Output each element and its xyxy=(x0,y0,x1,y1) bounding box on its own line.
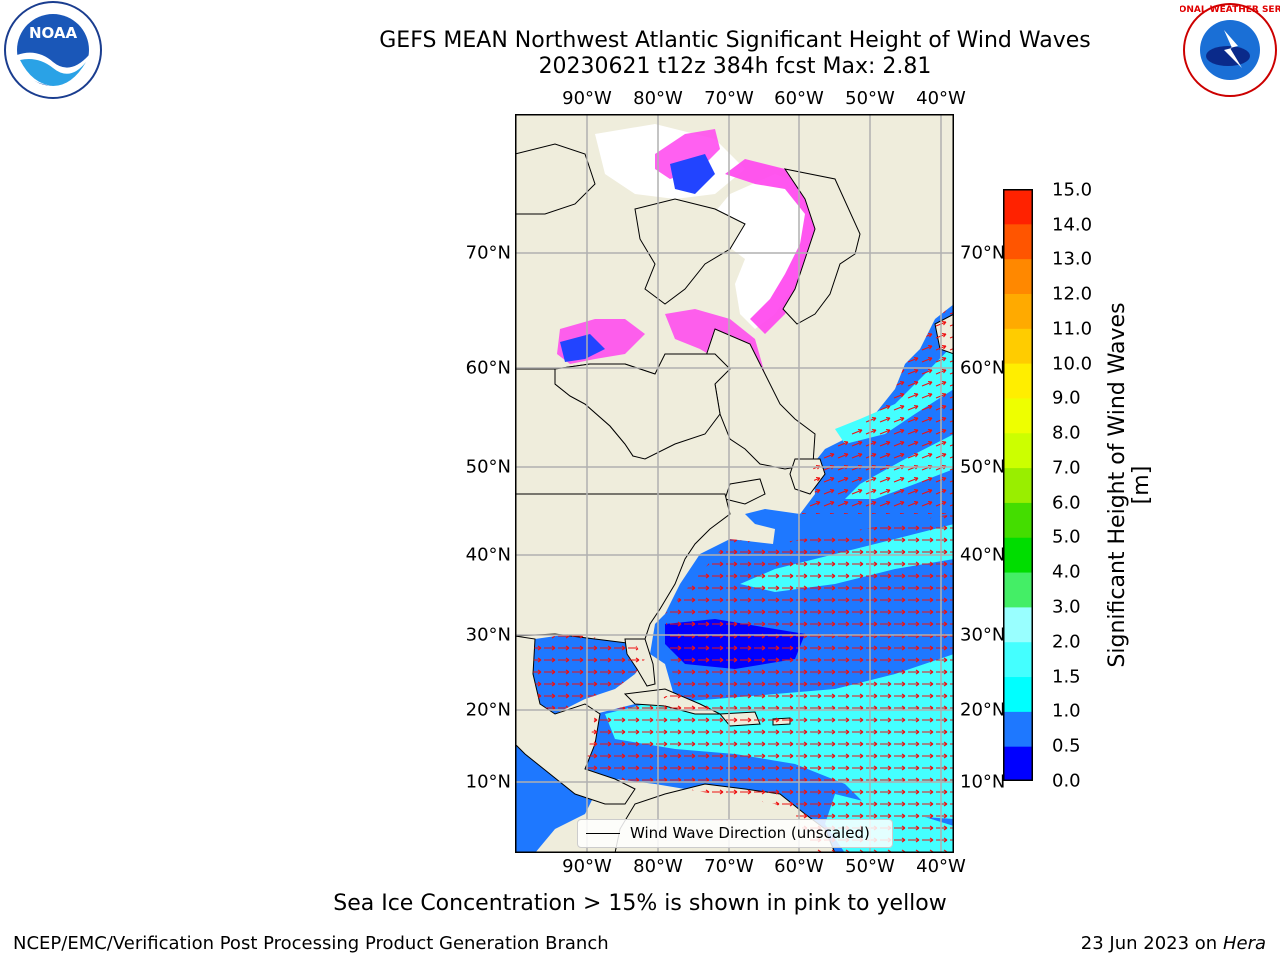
colorbar-tick: 0.0 xyxy=(1052,770,1081,792)
colorbar-segment xyxy=(1003,641,1033,678)
colorbar-tick: 6.0 xyxy=(1052,492,1081,514)
lat-label-left-20n: 20°N xyxy=(465,699,511,721)
lat-label-left-70n: 70°N xyxy=(465,242,511,264)
lon-label-top-70w: 70°W xyxy=(704,88,754,109)
lat-label-right-40n: 40°N xyxy=(960,544,1006,566)
colorbar-tick: 8.0 xyxy=(1052,422,1081,444)
chart-subtitle: 20230621 t12z 384h fcst Max: 2.81 xyxy=(538,54,932,79)
lon-label-top-90w: 90°W xyxy=(562,88,612,109)
colorbar-segment xyxy=(1003,328,1033,364)
baffin-island xyxy=(634,198,746,305)
colorbar-tick: 3.0 xyxy=(1052,596,1081,618)
colorbar-segment xyxy=(1003,746,1033,781)
wind-arrows-caribbean xyxy=(585,694,954,853)
graticule xyxy=(515,114,954,853)
map-frame xyxy=(515,114,954,853)
lon-label-top-40w: 40°W xyxy=(916,88,966,109)
colorbar-segment xyxy=(1003,397,1033,434)
wind-arrows-north xyxy=(800,304,954,514)
colorbar-segment xyxy=(1003,258,1033,294)
pacific-corner xyxy=(515,734,595,853)
map-canvas xyxy=(515,114,954,853)
colorbar-tick: 1.5 xyxy=(1052,666,1081,688)
footer-credit: NCEP/EMC/Verification Post Processing Pr… xyxy=(13,933,609,954)
lat-label-left-10n: 10°N xyxy=(465,771,511,793)
lon-label-top-80w: 80°W xyxy=(633,88,683,109)
footer-machine: Hera xyxy=(1222,933,1266,954)
lat-label-right-50n: 50°N xyxy=(960,456,1006,478)
colorbar-tick: 11.0 xyxy=(1052,318,1093,340)
colorbar-tick: 10.0 xyxy=(1052,353,1093,375)
wind-arrows-gulf xyxy=(533,634,645,714)
sea-ice-blue-core xyxy=(670,154,715,194)
noaa-logo: NOAA xyxy=(4,1,102,99)
lat-label-right-10n: 10°N xyxy=(960,771,1006,793)
cyan-band-north xyxy=(835,344,954,444)
colorbar xyxy=(1003,189,1033,781)
lon-label-bottom-90w: 90°W xyxy=(562,856,612,877)
lon-label-bottom-60w: 60°W xyxy=(774,856,824,877)
colorbar-segment xyxy=(1003,467,1033,503)
colorbar-segment xyxy=(1003,293,1033,329)
colorbar-tick: 0.5 xyxy=(1052,735,1081,757)
colorbar-segment xyxy=(1003,363,1033,399)
colorbar-frame xyxy=(1003,189,1033,781)
colorbar-tick: 5.0 xyxy=(1052,526,1081,548)
colorbar-tick: 1.0 xyxy=(1052,700,1081,722)
colorbar-segment xyxy=(1003,572,1033,608)
sea-ice-blue-hudson xyxy=(560,334,605,362)
map-legend: Wind Wave Direction (unscaled) xyxy=(577,819,893,848)
greenland xyxy=(782,168,861,325)
sea-ice-baffin xyxy=(725,159,825,334)
colorbar-segment xyxy=(1003,223,1033,260)
colorbar-label: Significant Height of Wind Waves [m] xyxy=(1104,302,1154,668)
colorbar-segment xyxy=(1003,537,1033,573)
lon-label-bottom-70w: 70°W xyxy=(704,856,754,877)
lon-label-top-60w: 60°W xyxy=(774,88,824,109)
colorbar-tick: 14.0 xyxy=(1052,214,1093,236)
colorbar-segment xyxy=(1003,606,1033,643)
noaa-logo-text: NOAA xyxy=(29,24,78,42)
lat-label-right-70n: 70°N xyxy=(960,242,1006,264)
colorbar-tick: 4.0 xyxy=(1052,561,1081,583)
lat-label-left-50n: 50°N xyxy=(465,456,511,478)
lat-label-right-30n: 30°N xyxy=(960,624,1006,646)
chart-title: GEFS MEAN Northwest Atlantic Significant… xyxy=(379,28,1091,53)
footer-date: 23 Jun 2023 on Hera xyxy=(1081,933,1266,954)
lon-label-top-50w: 50°W xyxy=(845,88,895,109)
colorbar-tick: 13.0 xyxy=(1052,248,1093,270)
colorbar-tick: 2.0 xyxy=(1052,631,1081,653)
lat-label-right-60n: 60°N xyxy=(960,357,1006,379)
lon-label-bottom-40w: 40°W xyxy=(916,856,966,877)
nws-logo-text: NATIONAL WEATHER SERVICE xyxy=(1180,5,1280,15)
nws-logo: NATIONAL WEATHER SERVICE xyxy=(1180,3,1280,97)
colorbar-segment xyxy=(1003,676,1033,712)
lon-label-bottom-80w: 80°W xyxy=(633,856,683,877)
colorbar-segment xyxy=(1003,502,1033,538)
lat-label-left-30n: 30°N xyxy=(465,624,511,646)
legend-label: Wind Wave Direction (unscaled) xyxy=(630,824,870,842)
colorbar-tick: 15.0 xyxy=(1052,179,1093,201)
arctic-island-nw xyxy=(515,143,596,215)
colorbar-tick: 12.0 xyxy=(1052,283,1093,305)
map-panel: Wind Wave Direction (unscaled) xyxy=(515,114,954,853)
canada-interior xyxy=(515,353,731,460)
sea-ice-caption: Sea Ice Concentration > 15% is shown in … xyxy=(333,891,947,916)
footer-date-text: 23 Jun 2023 on xyxy=(1080,933,1218,954)
lon-label-bottom-50w: 50°W xyxy=(845,856,895,877)
colorbar-tick: 7.0 xyxy=(1052,457,1081,479)
lat-label-right-20n: 20°N xyxy=(960,699,1006,721)
legend-line-swatch xyxy=(586,833,620,834)
colorbar-segment xyxy=(1003,189,1033,225)
wind-arrows-mid xyxy=(665,514,954,734)
lat-label-left-40n: 40°N xyxy=(465,544,511,566)
colorbar-tick: 9.0 xyxy=(1052,387,1081,409)
lat-label-left-60n: 60°N xyxy=(465,357,511,379)
colorbar-segment xyxy=(1003,711,1033,747)
baffin-bay xyxy=(705,174,825,329)
colorbar-segment xyxy=(1003,432,1033,469)
